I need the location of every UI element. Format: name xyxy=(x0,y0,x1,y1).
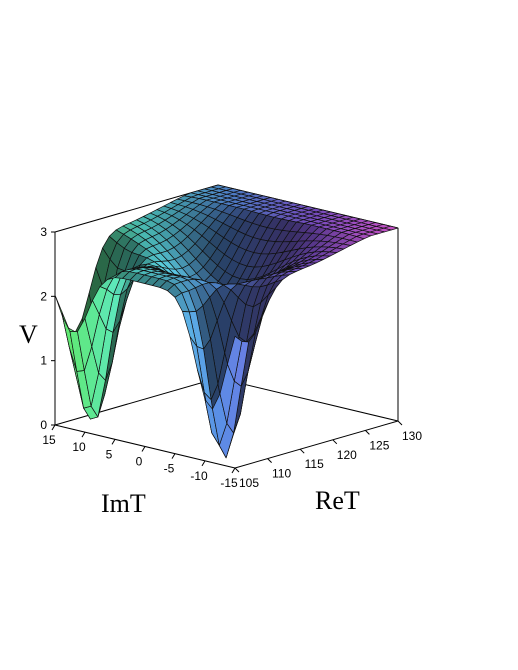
ret-tick-label-110: 110 xyxy=(272,467,291,481)
surface-cell-276 xyxy=(54,294,70,348)
ret-tick-label-105: 105 xyxy=(239,476,259,490)
imt-tick-mark-5 xyxy=(111,439,116,445)
ret-tick-mark-130 xyxy=(397,420,403,426)
z-axis-title: V xyxy=(19,320,38,349)
imt-tick-label-0: 0 xyxy=(136,455,143,469)
imt-tick-mark--5 xyxy=(171,453,176,459)
ret-tick-mark-125 xyxy=(365,430,370,435)
ret-tick-mark-110 xyxy=(267,458,272,463)
ret-tick-label-120: 120 xyxy=(337,448,357,462)
box-edge-front-1 xyxy=(234,420,399,469)
imt-axis-ticks: 15 10 5 0 -5 -10 -15 xyxy=(42,424,238,490)
ret-tick-label-115: 115 xyxy=(305,457,324,471)
imt-tick-label--5: -5 xyxy=(164,462,175,476)
potential-surface xyxy=(54,184,399,459)
ret-tick-mark-120 xyxy=(332,439,338,445)
ret-tick-mark-105 xyxy=(234,467,240,473)
ret-axis-ticks: 105 110 115 120 125 130 xyxy=(234,420,422,490)
ret-tick-label-130: 130 xyxy=(402,429,422,443)
ret-tick-mark-115 xyxy=(299,448,305,454)
imt-tick-label--10: -10 xyxy=(190,469,208,483)
z-tick-label-0: 0 xyxy=(40,418,47,432)
box-edge-back-0 xyxy=(54,377,219,426)
imt-tick-mark-10 xyxy=(81,431,86,438)
imt-tick-mark--15 xyxy=(231,467,236,474)
imt-tick-label-15: 15 xyxy=(42,433,56,447)
imt-tick-label-5: 5 xyxy=(106,447,113,461)
z-axis-ticks: 0 1 2 3 xyxy=(40,225,55,432)
imt-tick-mark-15 xyxy=(51,424,56,431)
box-edge-back-1 xyxy=(217,377,399,422)
ret-tick-label-125: 125 xyxy=(369,438,389,452)
imt-axis-title: ImT xyxy=(101,489,146,518)
surface-cell-575 xyxy=(227,335,243,382)
z-tick-label-3: 3 xyxy=(40,225,47,239)
ret-axis-title: ReT xyxy=(315,486,360,515)
z-tick-label-1: 1 xyxy=(40,354,47,368)
imt-tick-label-10: 10 xyxy=(72,440,86,454)
imt-tick-mark--10 xyxy=(201,460,206,467)
imt-tick-label--15: -15 xyxy=(220,476,238,490)
imt-tick-mark-0 xyxy=(141,446,146,452)
z-tick-label-2: 2 xyxy=(40,289,47,303)
